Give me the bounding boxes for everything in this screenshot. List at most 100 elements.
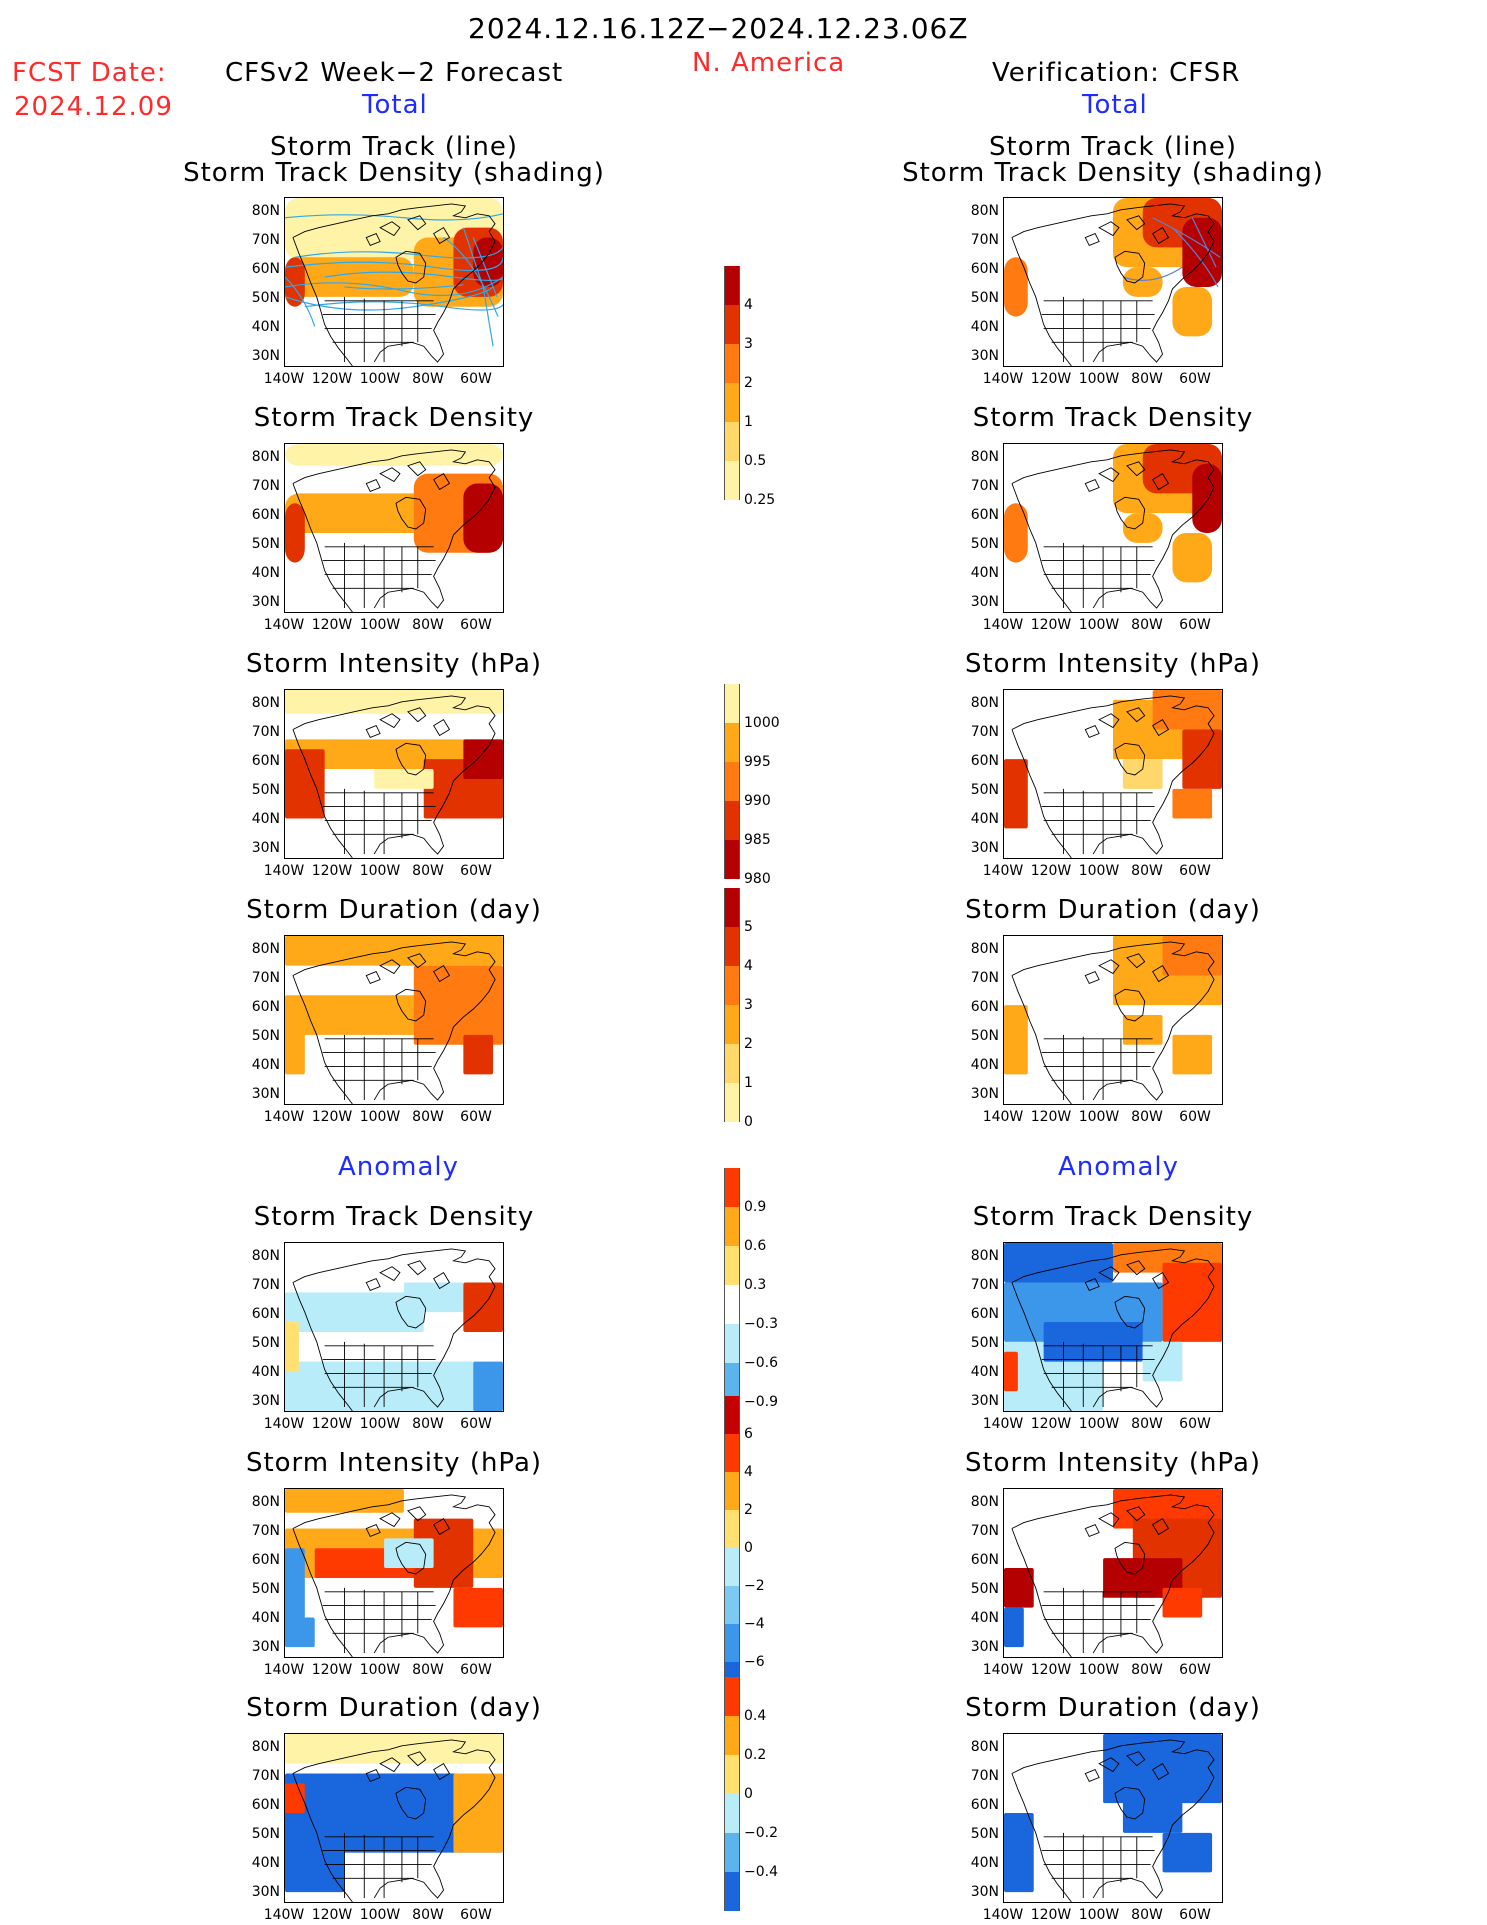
map-outline	[292, 203, 496, 363]
colorbar-swatch	[724, 1755, 740, 1794]
shading-region	[1004, 1005, 1028, 1075]
colorbar-intensity	[724, 684, 740, 879]
shading-region	[463, 1282, 503, 1332]
lat-tick-label: 40N	[970, 319, 999, 335]
map-outline	[1011, 1528, 1072, 1657]
colorbar-label: 980	[744, 871, 771, 887]
map-outline	[395, 250, 427, 284]
colorbar-label: 4	[744, 1464, 753, 1480]
lon-tick-label: 80W	[1131, 1662, 1163, 1678]
storm-track-line	[285, 276, 503, 297]
lon-tick-label: 60W	[1179, 617, 1211, 633]
storm-track-line	[1122, 266, 1183, 281]
lat-tick-label: 30N	[970, 840, 999, 856]
map-outline	[322, 1034, 436, 1101]
lat-tick-label: 50N	[970, 1581, 999, 1597]
colorbar-label: −0.2	[744, 1825, 778, 1841]
lon-tick-label: 60W	[460, 1907, 492, 1923]
map-panel-duration-forecast	[284, 935, 504, 1105]
map-outline	[292, 1248, 496, 1408]
lat-tick-label: 70N	[970, 232, 999, 248]
shading-region	[384, 1538, 434, 1569]
storm-track-line	[472, 237, 498, 298]
lat-tick-label: 40N	[251, 319, 280, 335]
lat-tick-label: 40N	[251, 1057, 280, 1073]
lon-tick-label: 100W	[1078, 1109, 1120, 1125]
storm-track-line	[443, 237, 499, 317]
lon-tick-label: 140W	[263, 1662, 305, 1678]
map-panel-dens_anom-verification	[1003, 1242, 1223, 1412]
lat-tick-label: 40N	[970, 565, 999, 581]
lon-tick-label: 140W	[263, 1109, 305, 1125]
map-outline	[1011, 1739, 1215, 1899]
lat-tick-label: 60N	[970, 1306, 999, 1322]
map-outline	[1011, 203, 1215, 363]
map-outline	[292, 941, 496, 1101]
map-panel-intensity-forecast	[284, 689, 504, 859]
colorbar-label: 2	[744, 375, 753, 391]
colorbar-swatch	[724, 840, 740, 879]
lat-tick-label: 30N	[970, 1884, 999, 1900]
fcst-date-label: FCST Date:	[12, 58, 167, 88]
storm-track-line	[1191, 217, 1217, 268]
lon-tick-label: 80W	[1131, 863, 1163, 879]
lat-tick-label: 80N	[970, 1248, 999, 1264]
colorbar-swatch	[724, 1168, 740, 1207]
colorbar-label: −0.9	[744, 1394, 778, 1410]
colorbar-label: 2	[744, 1502, 753, 1518]
colorbar-label: 995	[744, 754, 771, 770]
map-outline	[395, 1541, 427, 1575]
map-outline	[1011, 975, 1072, 1104]
colorbar-swatch	[724, 684, 740, 723]
shading-region	[473, 237, 503, 287]
lat-tick-label: 30N	[251, 840, 280, 856]
map-panel-dur_anom-verification	[1003, 1733, 1223, 1903]
lon-tick-label: 120W	[1030, 1109, 1072, 1125]
lat-tick-label: 40N	[251, 811, 280, 827]
lon-tick-label: 80W	[412, 617, 444, 633]
panel-title: Storm Track (line)	[989, 132, 1237, 162]
colorbar-label: 990	[744, 793, 771, 809]
map-outline	[395, 496, 427, 530]
colorbar-label: −2	[744, 1578, 765, 1594]
lat-tick-label: 70N	[970, 1768, 999, 1784]
shading-region	[374, 769, 434, 789]
lon-tick-label: 100W	[1078, 371, 1120, 387]
shading-region	[285, 1015, 305, 1075]
lon-tick-label: 140W	[263, 617, 305, 633]
map-outline	[365, 707, 451, 739]
colorbar-label: 4	[744, 297, 753, 313]
lat-tick-label: 70N	[251, 970, 280, 986]
map-outline	[292, 729, 353, 858]
colorbar-swatch	[724, 266, 740, 305]
lon-tick-label: 60W	[1179, 1662, 1211, 1678]
colorbar-label: 0.4	[744, 1708, 767, 1724]
panel-title: Storm Duration (day)	[246, 895, 542, 925]
map-outline	[365, 953, 451, 985]
region-label: N. America	[692, 48, 846, 78]
storm-track-line	[1172, 227, 1219, 288]
lat-tick-label: 30N	[970, 594, 999, 610]
colorbar-label: −0.6	[744, 1355, 778, 1371]
lon-tick-label: 100W	[359, 1662, 401, 1678]
lon-tick-label: 120W	[1030, 1907, 1072, 1923]
lon-tick-label: 140W	[982, 863, 1024, 879]
shading-region	[1172, 286, 1213, 337]
colorbar-swatch	[724, 1472, 740, 1510]
shading-region	[1004, 503, 1028, 563]
lon-tick-label: 60W	[1179, 1907, 1211, 1923]
lon-tick-label: 100W	[1078, 863, 1120, 879]
colorbar-label: 4	[744, 958, 753, 974]
map-outline	[395, 1295, 427, 1329]
colorbar-swatch	[724, 1434, 740, 1472]
colorbar-swatch	[724, 1005, 740, 1044]
lon-tick-label: 140W	[263, 371, 305, 387]
map-panel-density-verification	[1003, 443, 1223, 613]
shading-region	[285, 1783, 305, 1814]
lon-tick-label: 80W	[412, 1662, 444, 1678]
lat-tick-label: 60N	[970, 1797, 999, 1813]
colorbar-label: −0.4	[744, 1864, 778, 1880]
lat-tick-label: 40N	[970, 1057, 999, 1073]
lon-tick-label: 100W	[1078, 1662, 1120, 1678]
lat-tick-label: 70N	[970, 970, 999, 986]
